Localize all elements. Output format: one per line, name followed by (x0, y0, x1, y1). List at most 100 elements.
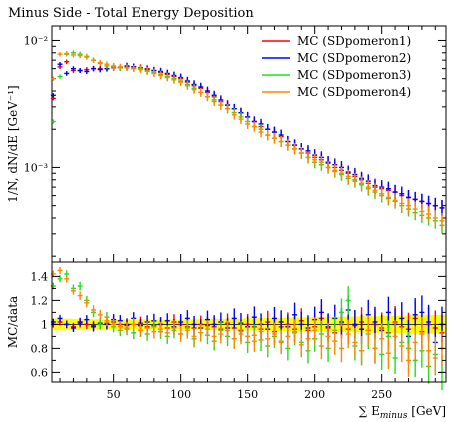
ratio-data-point (137, 323, 143, 337)
main-data-point (117, 63, 123, 70)
ratio-data-point (379, 323, 385, 355)
ratio-data-point (372, 306, 378, 338)
ratio-data-point (70, 286, 76, 295)
main-data-point (338, 166, 344, 180)
ratio-data-point (251, 306, 257, 328)
ratio-data-point (171, 320, 177, 336)
ratio-data-point (338, 334, 344, 363)
ratio-data-point (399, 329, 405, 363)
ratio-data-points (50, 266, 445, 391)
main-data-point (225, 104, 231, 114)
ratio-data-point (91, 322, 97, 332)
ratio-data-point (338, 298, 344, 327)
ratio-data-point (298, 332, 304, 358)
ratio-data-point (225, 320, 231, 341)
main-data-point (171, 75, 177, 84)
ratio-data-point (218, 324, 224, 344)
main-data-point (184, 81, 190, 90)
ratio-frame (51, 261, 447, 383)
main-data-point (439, 212, 445, 229)
ratio-data-point (238, 323, 244, 345)
ratio-data-point (426, 333, 432, 369)
ratio-data-point (265, 327, 271, 351)
chart-title: Minus Side - Total Energy Deposition (8, 6, 254, 21)
main-data-point (57, 74, 63, 79)
legend-label: MC (SDpomeron3) (297, 68, 411, 82)
ratio-data-point (392, 320, 398, 353)
main-data-point (151, 69, 157, 78)
main-data-point (251, 121, 257, 132)
ratio-data-point (124, 322, 130, 334)
ratio-y-tick-label: 0.6 (31, 366, 49, 379)
ratio-data-point (245, 325, 251, 347)
ratio-data-point (77, 317, 83, 327)
ratio-data-point (352, 327, 358, 357)
legend-label: MC (SDpomeron4) (297, 85, 411, 99)
main-data-point (91, 57, 97, 63)
ratio-data-point (285, 324, 291, 349)
main-data-point (292, 143, 298, 155)
ratio-data-point (271, 322, 277, 346)
main-data-point (332, 163, 338, 177)
main-data-point (231, 109, 237, 120)
legend-label: MC (SDpomeron2) (297, 51, 411, 65)
ratio-data-point (131, 318, 137, 331)
ratio-data-point (77, 281, 83, 291)
ratio-data-point (426, 304, 432, 340)
main-data-point (84, 54, 90, 60)
main-data-point (392, 193, 398, 208)
main-data-point (405, 198, 411, 214)
ratio-data-point (372, 333, 378, 364)
main-data-point (97, 59, 103, 66)
x-tick-label: 150 (237, 388, 258, 401)
main-data-point (419, 203, 425, 220)
main-data-point (278, 136, 284, 148)
main-data-point (258, 126, 264, 138)
main-data-point (412, 201, 418, 217)
ratio-y-tick-label: 1.4 (31, 270, 49, 283)
main-data-point (245, 118, 251, 129)
ratio-data-point (405, 343, 411, 377)
main-y-tick-label: 10⁻² (24, 34, 48, 47)
main-data-point (50, 76, 56, 81)
ratio-data-point (278, 330, 284, 355)
main-data-point (70, 52, 76, 58)
ratio-data-point (57, 275, 63, 283)
ratio-data-point (325, 322, 331, 350)
ratio-data-point (151, 324, 157, 339)
ratio-data-point (64, 320, 70, 329)
ratio-data-point (231, 308, 237, 329)
ratio-data-point (251, 330, 257, 352)
main-y-axis-label: 1/N, dN/dE [GeV⁻¹] (6, 85, 20, 202)
main-data-point (97, 66, 103, 73)
x-tick-label: 50 (107, 388, 121, 401)
ratio-data-point (64, 275, 70, 283)
ratio-data-point (345, 286, 351, 315)
main-data-point (104, 61, 110, 68)
main-data-point (365, 180, 371, 194)
ratio-y-tick-label: 0.8 (31, 342, 49, 355)
main-data-point (137, 66, 143, 73)
main-data-point (238, 114, 244, 125)
main-data-points (50, 50, 445, 234)
ratio-data-point (318, 332, 324, 360)
main-data-point (124, 64, 130, 71)
ratio-y-axis-label: MC/data (6, 296, 20, 348)
ratio-data-point (211, 327, 217, 346)
ratio-data-point (158, 321, 164, 337)
ratio-data-point (292, 319, 298, 344)
main-data-point (191, 85, 197, 94)
ratio-data-point (412, 325, 418, 360)
ratio-data-point (84, 315, 90, 325)
ratio-data-point (104, 315, 110, 327)
main-data-point (198, 88, 204, 97)
main-data-point (50, 119, 56, 124)
x-tick-label: 250 (371, 388, 392, 401)
main-data-point (77, 68, 83, 74)
ratio-data-point (84, 298, 90, 308)
ratio-data-point (184, 322, 190, 339)
ratio-data-point (385, 337, 391, 369)
main-data-point (312, 153, 318, 166)
main-data-point (426, 206, 432, 222)
